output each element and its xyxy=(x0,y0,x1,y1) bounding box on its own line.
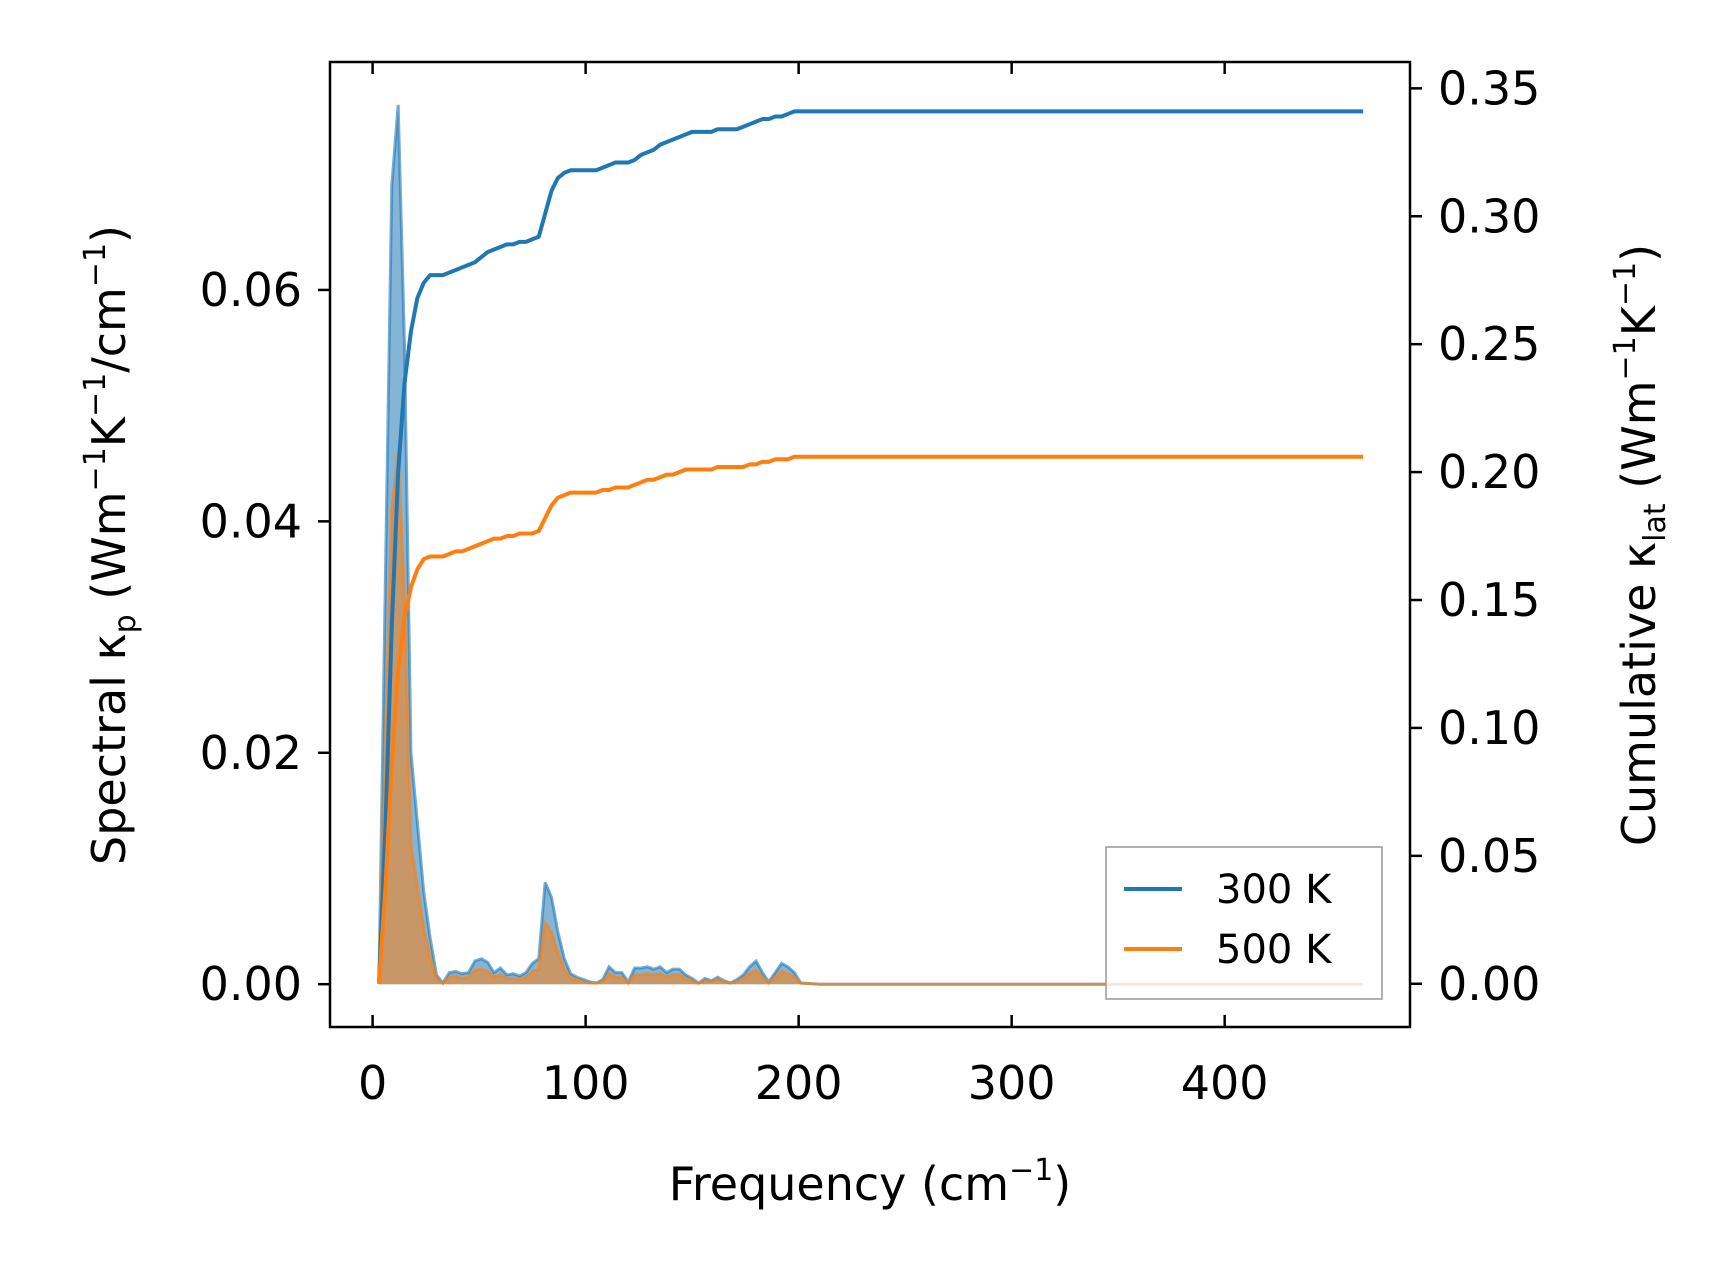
spectral-line-300k xyxy=(377,104,1364,986)
y-right-tick-label: 0.35 xyxy=(1438,61,1540,115)
spectral-line-500k xyxy=(377,451,1364,986)
x-tick-label: 300 xyxy=(968,1056,1056,1110)
y-left-axis-label: Spectral κp (Wm−1K−1/cm−1) xyxy=(78,225,143,865)
y-right-tick-label: 0.20 xyxy=(1438,445,1540,499)
y-right-tick-label: 0.05 xyxy=(1438,829,1540,883)
cumulative-line-300k xyxy=(376,109,1364,984)
y-right-tick-label: 0.00 xyxy=(1438,957,1540,1011)
x-tick-label: 0 xyxy=(358,1056,387,1110)
legend-box xyxy=(1105,846,1383,1000)
x-axis-label: Frequency (cm−1) xyxy=(669,1153,1072,1211)
x-tick-label: 400 xyxy=(1181,1056,1269,1110)
x-tick-label: 200 xyxy=(755,1056,843,1110)
y-left-tick-label: 0.04 xyxy=(200,494,302,548)
x-tick-label: 100 xyxy=(542,1056,630,1110)
legend-label-300k: 300 K xyxy=(1216,867,1333,913)
y-right-tick-label: 0.15 xyxy=(1438,573,1540,627)
axis-ticks: 0 100 200 300 400 0.00 0.02 0.04 0.06 0.00 0.05 0.1… xyxy=(200,61,1541,1110)
plot-area xyxy=(376,104,1364,986)
y-right-tick-label: 0.10 xyxy=(1438,701,1540,755)
y-left-tick-label: 0.06 xyxy=(200,263,302,317)
y-right-axis-label: Cumulative κlat (Wm−1K−1) xyxy=(1608,244,1673,846)
legend: 300 K 500 K xyxy=(1105,846,1383,1000)
y-right-tick-label: 0.25 xyxy=(1438,317,1540,371)
y-left-tick-label: 0.02 xyxy=(200,726,302,780)
y-right-tick-label: 0.30 xyxy=(1438,189,1540,243)
cumulative-line-500k xyxy=(376,454,1364,984)
legend-label-500k: 500 K xyxy=(1216,927,1333,973)
axes-frame xyxy=(328,60,1412,1029)
y-left-tick-label: 0.00 xyxy=(200,957,302,1011)
